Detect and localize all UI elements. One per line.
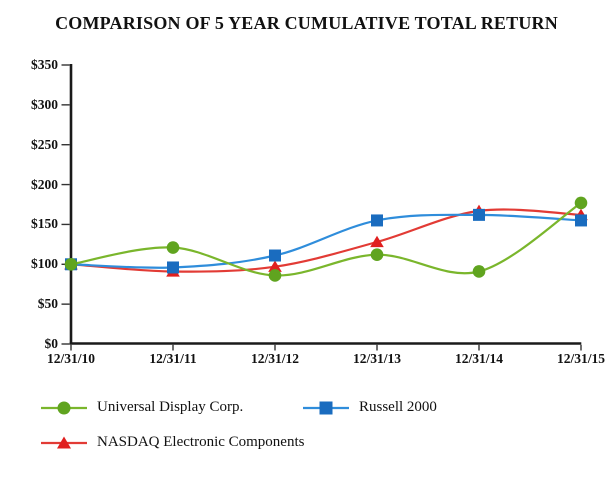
legend-label: NASDAQ Electronic Components — [97, 434, 305, 450]
x-axis-label: 12/31/15 — [556, 351, 605, 366]
x-axis-label: 12/31/13 — [352, 351, 401, 366]
legend-label: Universal Display Corp. — [97, 399, 244, 415]
legend: Universal Display Corp. Russell 2000 NAS… — [0, 0, 613, 450]
series-0 — [64, 196, 588, 282]
y-axis-label: $250 — [31, 136, 58, 152]
legend-item-universal-display: Universal Display Corp. — [41, 399, 243, 416]
y-axis-label: $100 — [31, 256, 58, 272]
y-axis-label: $50 — [37, 296, 58, 312]
legend-item-russell-2000: Russell 2000 — [303, 399, 437, 416]
legend-label: Russell 2000 — [359, 399, 437, 415]
y-axis-label: $0 — [44, 336, 59, 351]
y-axis-label: $350 — [31, 57, 58, 72]
series-lines — [64, 196, 588, 282]
series-1 — [65, 208, 587, 274]
triangle-marker-icon — [41, 436, 87, 448]
x-axis-label: 12/31/11 — [149, 351, 197, 366]
x-axis-label: 12/31/12 — [250, 351, 299, 366]
plot-area — [61, 64, 588, 351]
x-axis-label: 12/31/14 — [454, 351, 503, 366]
axes — [61, 64, 582, 351]
square-marker-icon — [303, 401, 349, 414]
y-axis-label: $300 — [31, 96, 58, 112]
y-axis-label: $150 — [31, 216, 58, 232]
legend-item-nasdaq-electronic: NASDAQ Electronic Components — [41, 434, 304, 451]
circle-marker-icon — [41, 401, 87, 414]
x-axis-label: 12/31/10 — [46, 351, 95, 366]
chart-title: COMPARISON OF 5 YEAR CUMULATIVE TOTAL RE… — [55, 13, 558, 33]
y-axis-label: $200 — [31, 176, 58, 192]
